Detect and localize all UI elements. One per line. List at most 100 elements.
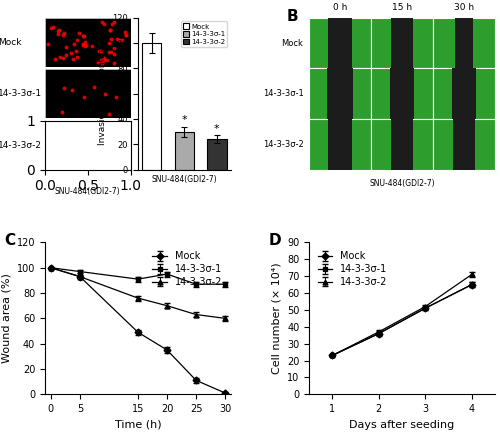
Point [97, 56, 105, 63]
Point [106, 26, 114, 33]
Text: SNU-484(GDI2-7): SNU-484(GDI2-7) [369, 179, 435, 188]
Point [72, 48, 80, 55]
Point [80, 93, 88, 100]
Point [55, 123, 63, 130]
Point [74, 30, 82, 37]
Bar [328, 119, 352, 170]
Text: C: C [4, 233, 15, 249]
Point [68, 86, 76, 93]
Point [55, 27, 63, 34]
Bar [207, 139, 227, 170]
Text: D: D [268, 233, 281, 249]
Bar [391, 18, 413, 68]
Text: *: * [182, 115, 187, 125]
Bar [327, 68, 353, 119]
Point [79, 42, 87, 49]
Text: 15 h: 15 h [392, 3, 412, 12]
Bar [390, 68, 414, 119]
Bar [371, 119, 433, 170]
Point [104, 110, 112, 117]
X-axis label: Time (h): Time (h) [114, 420, 162, 430]
Point [59, 31, 67, 39]
Text: 14-3-3σ-1: 14-3-3σ-1 [0, 89, 42, 98]
Point [60, 29, 68, 36]
Point [54, 27, 62, 34]
Point [88, 43, 96, 50]
Text: *: * [214, 124, 220, 134]
Point [110, 51, 118, 58]
Point [98, 47, 106, 54]
Text: B: B [286, 8, 298, 23]
Bar [309, 18, 371, 68]
Point [102, 90, 110, 97]
Point [81, 43, 89, 50]
Point [122, 31, 130, 39]
Point [80, 33, 88, 40]
Text: 14-3-3σ-2: 14-3-3σ-2 [262, 140, 304, 149]
Y-axis label: Cell number (× 10⁴): Cell number (× 10⁴) [272, 263, 281, 374]
Bar [142, 43, 162, 170]
Text: Mock: Mock [282, 39, 304, 47]
Bar [452, 68, 476, 119]
Point [82, 39, 90, 46]
Point [104, 48, 112, 55]
Bar [309, 119, 371, 170]
Point [91, 148, 99, 155]
Point [104, 57, 112, 64]
X-axis label: SNU-484(GDI2-7): SNU-484(GDI2-7) [152, 175, 217, 184]
Legend: Mock, 14-3-3σ-1, 14-3-3σ-2: Mock, 14-3-3σ-1, 14-3-3σ-2 [314, 247, 392, 291]
Bar [371, 68, 433, 119]
Bar [371, 18, 433, 68]
Point [44, 41, 52, 48]
Point [51, 56, 59, 63]
Point [54, 30, 62, 37]
Point [106, 26, 114, 33]
Bar [456, 18, 472, 68]
Point [107, 36, 115, 43]
Bar [390, 119, 413, 170]
Point [98, 18, 106, 25]
Point [94, 58, 102, 65]
Point [112, 35, 120, 43]
Point [122, 29, 130, 36]
Point [62, 51, 70, 58]
Y-axis label: Wound area (%): Wound area (%) [1, 273, 11, 363]
Point [110, 45, 118, 52]
Bar [328, 18, 352, 68]
Text: 14-3-3σ-2: 14-3-3σ-2 [0, 140, 42, 150]
Point [47, 25, 55, 32]
Bar [433, 68, 495, 119]
Point [62, 44, 70, 51]
Point [100, 54, 108, 62]
Point [82, 41, 90, 48]
Point [107, 49, 115, 56]
Text: 14-3-3σ-1: 14-3-3σ-1 [262, 89, 304, 98]
Point [70, 156, 78, 163]
Text: 0 h: 0 h [333, 3, 347, 12]
Point [70, 40, 78, 47]
Legend: Mock, 14-3-3σ-1, 14-3-3σ-2: Mock, 14-3-3σ-1, 14-3-3σ-2 [148, 247, 226, 291]
Point [56, 53, 64, 60]
Bar [433, 119, 495, 170]
Point [60, 85, 68, 92]
Point [108, 21, 116, 28]
Point [100, 57, 108, 64]
Text: Mock: Mock [0, 38, 22, 47]
Point [122, 31, 130, 39]
Point [48, 23, 56, 30]
Point [58, 109, 66, 116]
Point [90, 83, 98, 90]
Point [112, 94, 120, 101]
Point [52, 138, 60, 145]
Point [78, 33, 86, 40]
Point [98, 60, 106, 67]
Point [66, 49, 74, 56]
Bar [433, 18, 495, 68]
Point [59, 54, 67, 61]
Text: SNU-484(GDI2-7): SNU-484(GDI2-7) [55, 187, 120, 196]
Point [74, 36, 82, 43]
Legend: Mock, 14-3-3σ-1, 14-3-3σ-2: Mock, 14-3-3σ-1, 14-3-3σ-2 [180, 21, 228, 47]
Text: 30 h: 30 h [454, 3, 474, 12]
Point [74, 54, 82, 61]
Point [110, 59, 118, 66]
